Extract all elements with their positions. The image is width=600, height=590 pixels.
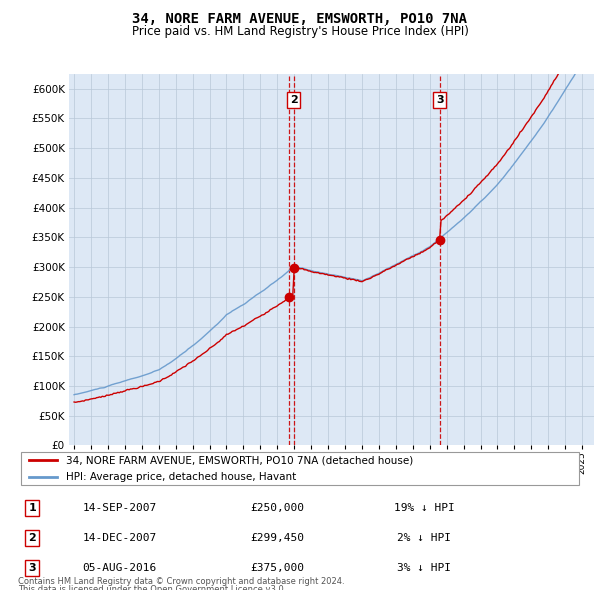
Text: 14-SEP-2007: 14-SEP-2007 (82, 503, 157, 513)
Text: £375,000: £375,000 (250, 563, 304, 573)
Text: 34, NORE FARM AVENUE, EMSWORTH, PO10 7NA (detached house): 34, NORE FARM AVENUE, EMSWORTH, PO10 7NA… (66, 455, 413, 466)
Text: 34, NORE FARM AVENUE, EMSWORTH, PO10 7NA: 34, NORE FARM AVENUE, EMSWORTH, PO10 7NA (133, 12, 467, 26)
Text: HPI: Average price, detached house, Havant: HPI: Average price, detached house, Hava… (66, 471, 296, 481)
Text: 14-DEC-2007: 14-DEC-2007 (82, 533, 157, 543)
Text: £250,000: £250,000 (250, 503, 304, 513)
Text: Contains HM Land Registry data © Crown copyright and database right 2024.: Contains HM Land Registry data © Crown c… (18, 577, 344, 586)
Text: 19% ↓ HPI: 19% ↓ HPI (394, 503, 454, 513)
Text: 3: 3 (28, 563, 36, 573)
Text: £299,450: £299,450 (250, 533, 304, 543)
FancyBboxPatch shape (21, 452, 579, 485)
Text: 3: 3 (436, 95, 443, 105)
Text: 1: 1 (28, 503, 36, 513)
Text: This data is licensed under the Open Government Licence v3.0.: This data is licensed under the Open Gov… (18, 585, 286, 590)
Text: 2: 2 (290, 95, 298, 105)
Text: 2% ↓ HPI: 2% ↓ HPI (397, 533, 451, 543)
Text: Price paid vs. HM Land Registry's House Price Index (HPI): Price paid vs. HM Land Registry's House … (131, 25, 469, 38)
Text: 3% ↓ HPI: 3% ↓ HPI (397, 563, 451, 573)
Text: 2: 2 (28, 533, 36, 543)
Text: 05-AUG-2016: 05-AUG-2016 (82, 563, 157, 573)
